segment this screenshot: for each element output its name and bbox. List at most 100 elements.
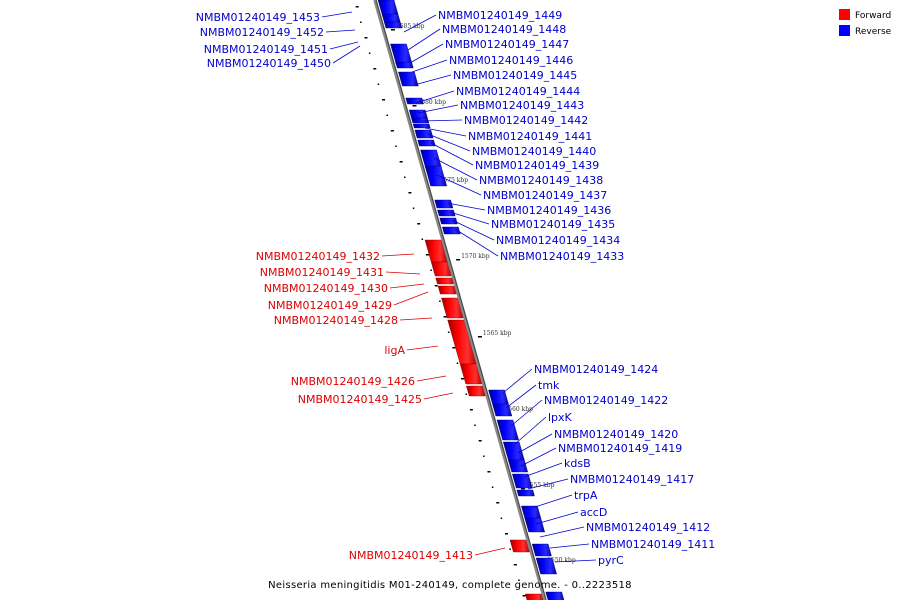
scale-dot bbox=[456, 362, 459, 364]
reverse-gene-feature bbox=[437, 209, 456, 217]
legend-reverse-swatch bbox=[839, 25, 850, 36]
tick-mark bbox=[390, 29, 395, 31]
gene-label-lpxK: lpxK bbox=[548, 411, 573, 424]
forward-gene-feature bbox=[430, 261, 452, 277]
scale-dot bbox=[474, 424, 476, 426]
gene-label-g1446: NMBM01240149_1446 bbox=[449, 54, 573, 67]
scale-dot bbox=[425, 254, 429, 256]
reverse-gene-feature bbox=[408, 109, 428, 119]
gene-features bbox=[377, 0, 565, 600]
leader-line bbox=[549, 543, 590, 549]
scale-dot bbox=[447, 331, 450, 333]
scale-dot bbox=[469, 409, 473, 411]
leader-line bbox=[332, 45, 361, 64]
reverse-gene-feature bbox=[535, 557, 557, 575]
leader-line bbox=[474, 547, 506, 556]
gene-label-accD: accD bbox=[580, 506, 607, 519]
scale-dot bbox=[373, 68, 377, 70]
tick-label: 1565 kbp bbox=[483, 330, 512, 337]
gene-label-g1449: NMBM01240149_1449 bbox=[438, 9, 562, 22]
leader-line bbox=[415, 90, 455, 104]
leader-line bbox=[433, 157, 478, 181]
reverse-gene-feature bbox=[496, 419, 519, 441]
scale-dot bbox=[382, 99, 386, 101]
gene-label-g1420: NMBM01240149_1420 bbox=[554, 428, 678, 441]
gene-label-g1426: NMBM01240149_1426 bbox=[291, 375, 415, 388]
leader-line bbox=[329, 41, 359, 50]
scale-dot bbox=[412, 207, 415, 209]
scale-dot bbox=[395, 145, 397, 147]
leader-line bbox=[407, 28, 441, 51]
genome-backbone-core bbox=[375, 0, 547, 600]
leader-line bbox=[502, 368, 533, 394]
leader-line bbox=[385, 271, 421, 275]
gene-label-g1440: NMBM01240149_1440 bbox=[472, 145, 596, 158]
gene-label-trpA: trpA bbox=[574, 489, 598, 502]
reverse-gene-feature bbox=[488, 389, 509, 405]
gene-label-g1419: NMBM01240149_1419 bbox=[558, 442, 682, 455]
scale-dot bbox=[430, 269, 432, 271]
scale-dot bbox=[360, 21, 362, 23]
gene-label-g1448: NMBM01240149_1448 bbox=[442, 23, 566, 36]
leader-line bbox=[427, 133, 471, 152]
gene-label-g1450: NMBM01240149_1450 bbox=[207, 57, 331, 70]
gene-label-g1452: NMBM01240149_1452 bbox=[200, 26, 324, 39]
leader-line bbox=[424, 127, 467, 137]
scale-dot bbox=[478, 440, 482, 442]
legend-forward-label: Forward bbox=[855, 11, 891, 21]
gene-label-g1424: NMBM01240149_1424 bbox=[534, 363, 658, 376]
gene-label-g1431: NMBM01240149_1431 bbox=[260, 266, 384, 279]
leader-line bbox=[423, 392, 454, 400]
gene-label-g1444: NMBM01240149_1444 bbox=[456, 85, 580, 98]
scale-dot bbox=[518, 579, 520, 581]
leader-line bbox=[514, 416, 547, 445]
tick-label: 1575 kbp bbox=[440, 177, 469, 184]
reverse-gene-feature bbox=[405, 97, 424, 105]
gene-label-g1441: NMBM01240149_1441 bbox=[468, 130, 592, 143]
gene-label-g1411: NMBM01240149_1411 bbox=[591, 538, 715, 551]
leader-line bbox=[413, 74, 452, 86]
leader-line bbox=[321, 11, 353, 18]
gene-label-g1436: NMBM01240149_1436 bbox=[487, 204, 611, 217]
tick-label: 1560 kbp bbox=[504, 406, 533, 413]
reverse-gene-feature bbox=[545, 591, 565, 600]
tick-label: 1580 kbp bbox=[417, 99, 446, 106]
gene-label-pyrC: pyrC bbox=[598, 554, 624, 567]
scale-dot bbox=[496, 502, 500, 504]
leader-line bbox=[510, 399, 543, 427]
leader-line bbox=[381, 253, 415, 257]
scale-dot bbox=[491, 486, 494, 488]
label-leaders bbox=[321, 11, 597, 563]
gene-label-g1437: NMBM01240149_1437 bbox=[483, 189, 607, 202]
gene-label-g1430: NMBM01240149_1430 bbox=[264, 282, 388, 295]
gene-label-g1425: NMBM01240149_1425 bbox=[298, 393, 422, 406]
gene-label-g1433: NMBM01240149_1433 bbox=[500, 250, 624, 263]
leader-line bbox=[454, 228, 499, 257]
scale-dot bbox=[505, 533, 509, 535]
gene-label-g1453: NMBM01240149_1453 bbox=[196, 11, 320, 24]
gene-label-g1432: NMBM01240149_1432 bbox=[256, 250, 380, 263]
scale-dot bbox=[522, 595, 526, 597]
leader-line bbox=[520, 447, 557, 467]
leader-line bbox=[399, 317, 433, 321]
forward-gene-feature bbox=[509, 539, 530, 553]
reverse-gene-feature bbox=[395, 61, 414, 69]
reverse-gene-feature bbox=[521, 505, 542, 519]
scale-dot bbox=[513, 564, 517, 566]
gene-label-ligA: ligA bbox=[384, 344, 405, 357]
tick-mark bbox=[412, 105, 417, 107]
tick-mark bbox=[456, 259, 461, 261]
leader-line bbox=[416, 375, 447, 382]
tick-mark bbox=[520, 488, 525, 490]
leader-line bbox=[430, 142, 474, 166]
scale-dot bbox=[368, 52, 371, 54]
leader-line bbox=[393, 291, 429, 306]
reverse-gene-feature bbox=[508, 459, 528, 473]
tick-label: 1550 kbp bbox=[547, 557, 576, 564]
scale-dot bbox=[355, 6, 359, 8]
reverse-gene-feature bbox=[411, 117, 430, 124]
leader-line bbox=[539, 526, 585, 538]
leader-line bbox=[389, 283, 425, 289]
scale-dot bbox=[452, 347, 456, 349]
legend-forward-swatch bbox=[839, 9, 850, 20]
